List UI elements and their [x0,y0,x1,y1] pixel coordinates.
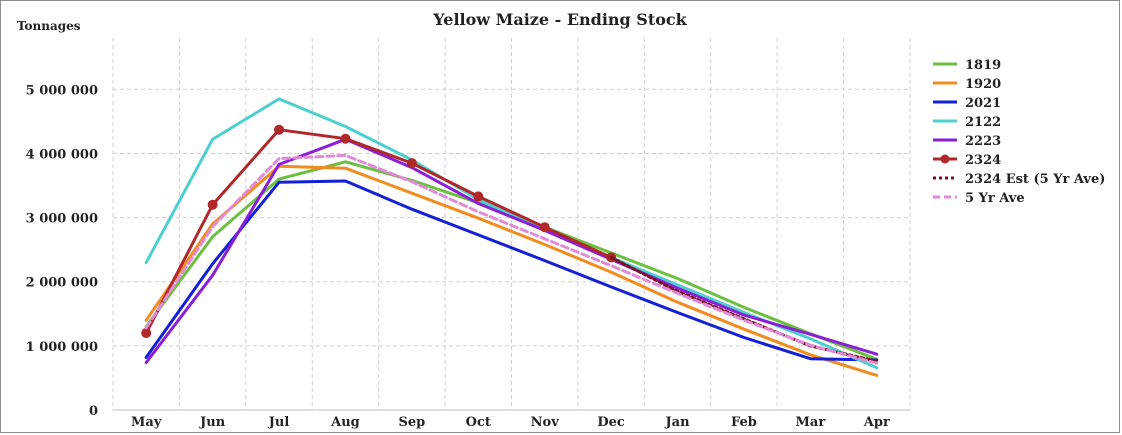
legend-label: 2324 [965,153,1001,168]
x-tick-label: Nov [531,415,560,430]
y-tick-label: 4 000 000 [26,147,98,162]
legend-label: 1819 [965,58,1001,73]
x-tick-label: Jul [268,415,290,430]
y-tick-label: 1 000 000 [26,340,98,355]
data-point-2324 [473,191,484,202]
legend-label: 1920 [965,77,1001,92]
x-tick-label: Jan [665,415,691,430]
x-tick-label: Oct [466,415,491,430]
legend-label: 2324 Est (5 Yr Ave) [965,172,1105,187]
y-axis-label: Tonnages [17,19,81,33]
data-point-2324 [539,222,550,233]
series-line-2223 [144,137,879,364]
y-tick-label: 2 000 000 [26,276,98,291]
data-point-2324 [141,328,152,339]
legend: 1819 1920 2021 2122 2223 2324 2324 Est (5 Yr A… [933,58,1105,206]
x-tick-label: Apr [863,415,890,430]
series-line-1920 [144,164,879,377]
data-point-2324 [406,158,417,169]
series-line-2021 [144,179,879,362]
y-tick-label: 5 000 000 [26,83,98,98]
x-tick-label: Sep [399,415,426,430]
legend-label: 2223 [965,134,1001,149]
chart-title: Yellow Maize - Ending Stock [432,10,687,29]
x-tick-label: Dec [597,415,625,430]
y-tick-label: 0 [89,404,98,419]
legend-label: 2122 [965,115,1001,130]
x-tick-label: Jun [199,415,226,430]
legend-marker [940,154,950,164]
data-point-2324 [207,199,218,210]
series-line-2324 [144,128,613,335]
y-tick-label: 3 000 000 [26,212,98,227]
data-point-2324 [274,124,285,135]
series-lines [141,97,879,377]
legend-label: 2021 [965,96,1001,111]
x-tick-label: May [131,415,162,430]
x-tick-label: Feb [731,415,757,430]
x-tick-label: Mar [796,415,826,430]
axes: 0 1 000 000 2 000 000 3 000 000 4 000 000 5 0… [26,83,910,430]
legend-label: 5 Yr Ave [965,191,1025,206]
x-tick-label: Aug [330,415,360,430]
series-line-5-yr-ave [144,153,879,365]
data-point-2324 [340,133,351,144]
